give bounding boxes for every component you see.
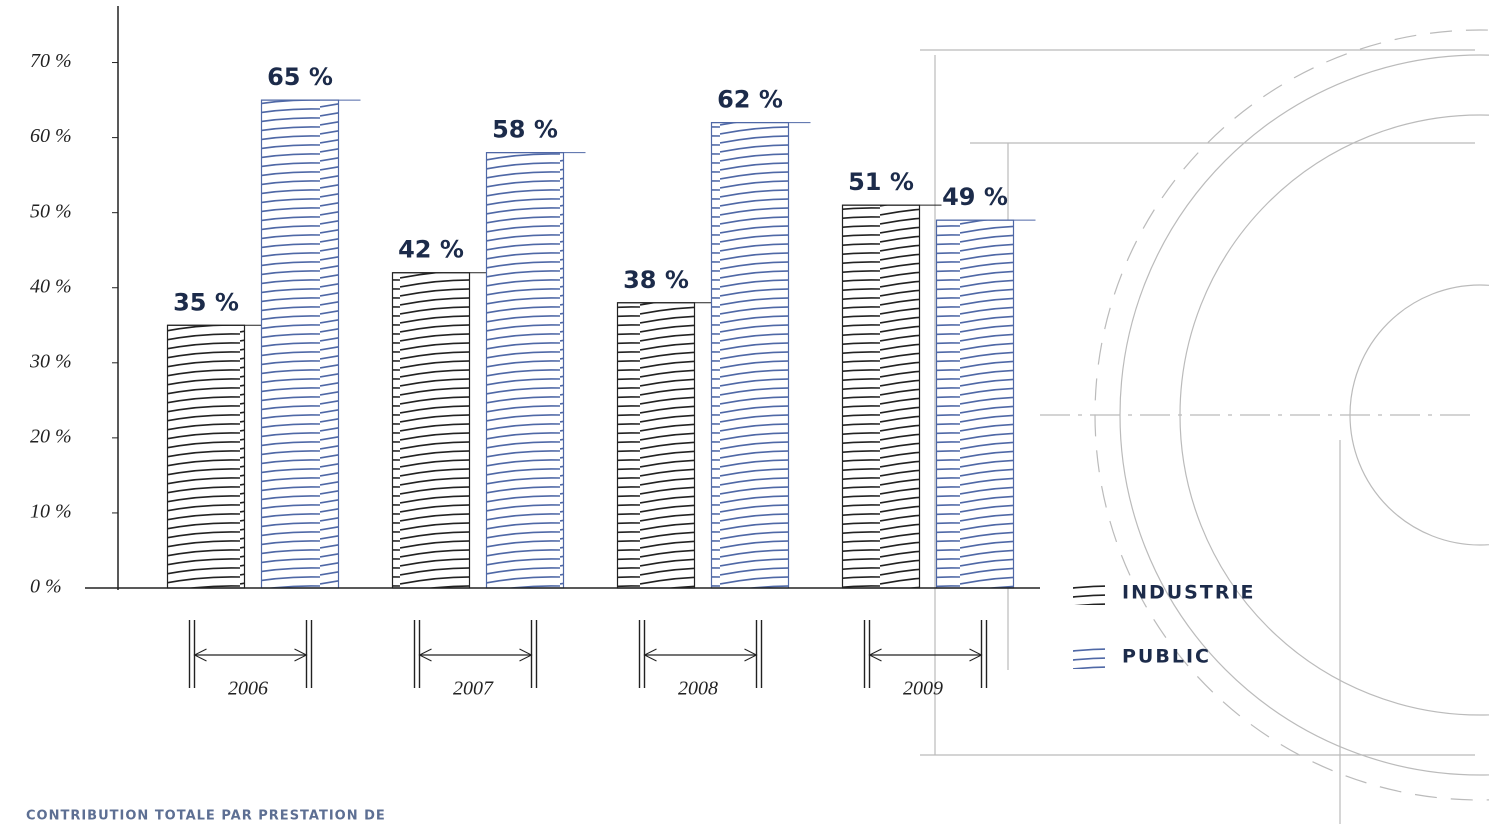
x-tick-label: 2006 <box>228 678 268 700</box>
value-label: 58 % <box>492 116 558 144</box>
y-tick-label: 60 % <box>30 125 72 147</box>
value-label: 49 % <box>942 183 1008 211</box>
value-label: 38 % <box>623 266 689 294</box>
y-tick-label: 30 % <box>29 350 72 372</box>
caption: CONTRIBUTION TOTALE PAR PRESTATION DE <box>26 809 386 824</box>
y-tick-label: 20 % <box>30 425 72 447</box>
x-tick-label: 2007 <box>453 678 494 700</box>
bar <box>710 121 790 589</box>
y-tick-label: 10 % <box>30 501 72 523</box>
value-label: 35 % <box>173 288 239 316</box>
legend-label: PUBLIC <box>1122 646 1211 668</box>
y-tick-label: 40 % <box>30 275 72 297</box>
legend-label: INDUSTRIE <box>1122 582 1256 604</box>
y-tick-label: 50 % <box>30 200 72 222</box>
bar <box>391 272 471 589</box>
y-tick-label: 70 % <box>30 50 72 72</box>
y-tick-label: 0 % <box>30 576 62 598</box>
bar <box>166 324 246 589</box>
x-tick-label: 2009 <box>903 678 943 700</box>
x-tick-label: 2008 <box>678 678 718 700</box>
dimension-arrow <box>868 648 983 662</box>
dimension-arrow <box>193 648 308 662</box>
value-label: 51 % <box>848 168 914 196</box>
value-label: 42 % <box>398 236 464 264</box>
dimension-arrow <box>643 648 758 662</box>
legend-swatch <box>1073 645 1105 669</box>
dimension-arrow <box>418 648 533 662</box>
bar <box>841 204 921 589</box>
bar <box>260 99 340 589</box>
legend-swatch <box>1073 581 1105 605</box>
bar <box>935 219 1015 589</box>
value-label: 62 % <box>717 86 783 114</box>
bar <box>616 302 696 589</box>
bar <box>485 152 565 589</box>
value-label: 65 % <box>267 63 333 91</box>
